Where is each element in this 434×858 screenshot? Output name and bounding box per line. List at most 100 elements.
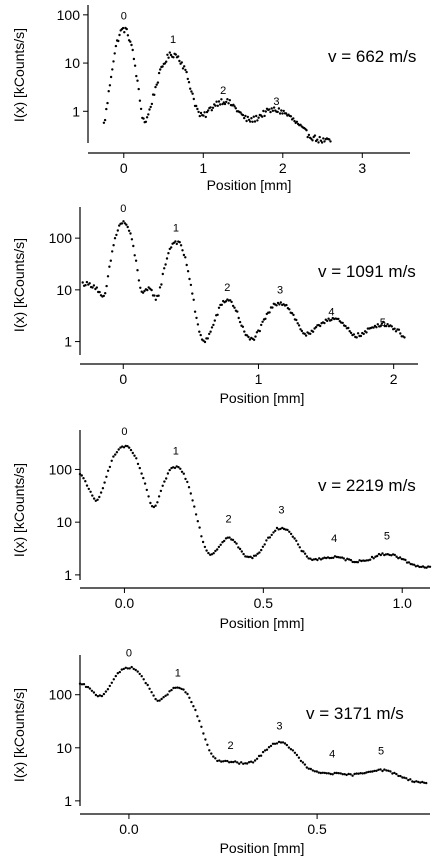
- data-point: [144, 120, 148, 124]
- data-point: [329, 772, 332, 776]
- data-point: [318, 557, 321, 560]
- data-point: [258, 551, 261, 554]
- x-tick-label: 1: [199, 160, 207, 176]
- data-point: [387, 769, 390, 772]
- data-point: [208, 332, 211, 336]
- data-point: [85, 280, 89, 284]
- data-point: [263, 749, 267, 752]
- data-point: [268, 311, 271, 314]
- y-tick-label: 1: [64, 334, 72, 350]
- data-point: [265, 748, 269, 751]
- data-point: [107, 90, 110, 93]
- data-point: [233, 105, 236, 108]
- data-point: [209, 106, 212, 109]
- data-point: [333, 555, 337, 558]
- data-point: [133, 454, 136, 457]
- data-point: [269, 744, 273, 748]
- data-point: [420, 565, 423, 569]
- data-point: [313, 134, 317, 137]
- data-point: [385, 324, 388, 328]
- data-point: [247, 761, 251, 764]
- data-point: [179, 467, 182, 470]
- data-point: [360, 559, 363, 563]
- data-point: [203, 111, 206, 114]
- data-point: [96, 695, 100, 698]
- data-point: [88, 282, 91, 285]
- data-point: [144, 681, 147, 685]
- data-point: [318, 135, 321, 139]
- data-point: [247, 555, 250, 559]
- data-point: [191, 292, 194, 295]
- data-point: [80, 683, 84, 686]
- data-point: [178, 686, 181, 690]
- data-point: [306, 135, 309, 139]
- y-axis-label: I(x) [kCounts/s]: [11, 463, 27, 557]
- data-point: [403, 336, 406, 339]
- data-point: [185, 70, 188, 74]
- y-ticks: 1 10 100: [49, 230, 80, 350]
- data-point: [326, 319, 329, 323]
- data-point: [216, 548, 219, 551]
- data-point: [342, 557, 345, 560]
- data-point: [201, 540, 205, 544]
- data-point: [196, 323, 200, 326]
- data-point: [223, 102, 227, 106]
- data-point: [194, 513, 198, 516]
- data-point: [365, 559, 368, 562]
- data-point: [243, 116, 246, 120]
- data-point: [247, 335, 250, 339]
- data-point: [319, 139, 323, 142]
- data-point: [240, 550, 243, 553]
- data-point: [164, 694, 167, 697]
- data-point: [261, 545, 265, 548]
- peak-label-2: 2: [226, 514, 232, 526]
- peak-label-1: 1: [173, 222, 179, 234]
- data-point: [264, 110, 267, 113]
- data-point: [255, 757, 259, 760]
- data-point: [229, 299, 232, 302]
- data-point: [316, 138, 319, 141]
- y-ticks: 1 10 100: [49, 461, 80, 583]
- data-point: [101, 487, 105, 490]
- data-point: [106, 101, 109, 105]
- data-point: [152, 694, 155, 697]
- y-tick-label: 100: [57, 7, 81, 23]
- data-points: [78, 444, 432, 569]
- data-point: [111, 68, 114, 71]
- data-point: [153, 294, 156, 297]
- data-point: [192, 298, 195, 301]
- data-point: [80, 474, 84, 477]
- data-point: [106, 688, 110, 691]
- data-point: [120, 668, 124, 671]
- data-point: [279, 741, 283, 744]
- data-point: [246, 115, 249, 119]
- data-point: [337, 317, 340, 321]
- data-point: [286, 528, 289, 532]
- data-point: [109, 259, 113, 262]
- data-point: [214, 549, 217, 553]
- data-point: [428, 565, 432, 568]
- data-point: [327, 317, 330, 320]
- data-point: [339, 556, 342, 559]
- data-point: [153, 93, 156, 97]
- data-point: [301, 761, 305, 764]
- data-point: [249, 555, 252, 558]
- data-point: [323, 140, 326, 143]
- data-point: [95, 286, 99, 289]
- data-point: [92, 497, 96, 500]
- data-point: [383, 768, 386, 771]
- data-point: [165, 477, 168, 480]
- data-point: [182, 688, 185, 691]
- data-point: [154, 298, 157, 301]
- data-point: [138, 466, 141, 470]
- data-point: [393, 327, 396, 330]
- peak-label-5: 5: [384, 530, 390, 542]
- data-point: [241, 113, 245, 117]
- data-point: [185, 263, 188, 267]
- data-point: [230, 760, 233, 764]
- data-point: [276, 301, 280, 305]
- data-point: [224, 759, 227, 763]
- data-point: [278, 112, 282, 115]
- data-point: [124, 444, 127, 448]
- data-point: [289, 748, 293, 751]
